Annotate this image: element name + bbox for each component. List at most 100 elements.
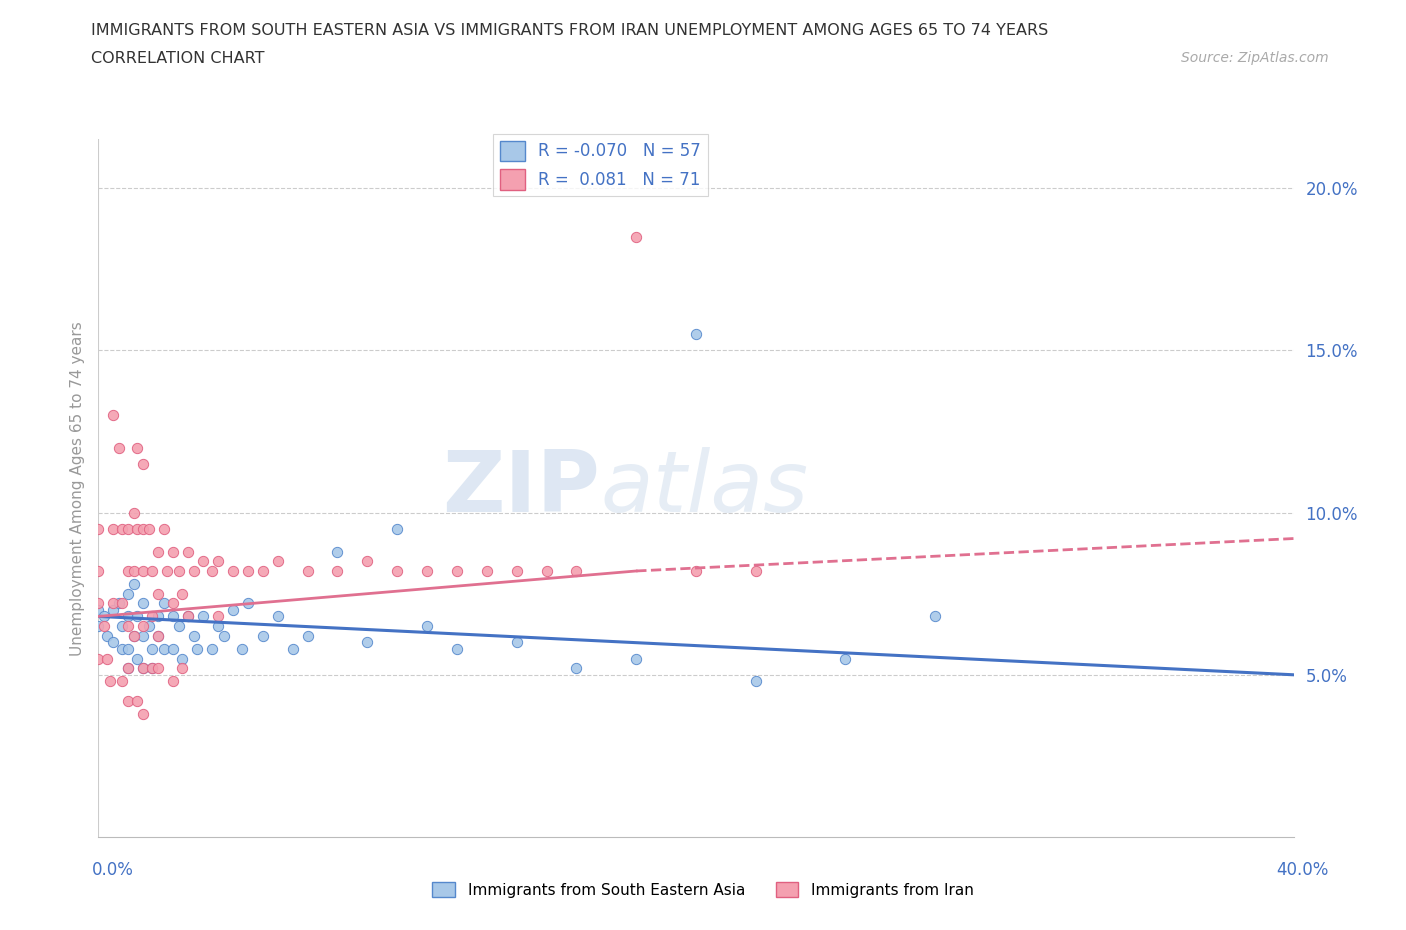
Point [446,564,468,578]
Point [924,609,946,624]
Point [138,522,160,537]
Point [148,609,170,624]
Point [103,635,125,650]
Point [96,629,118,644]
Point [834,651,856,666]
Point [148,661,170,676]
Point [108,596,131,611]
Point [167,618,190,633]
Point [506,635,529,650]
Point [191,553,214,568]
Point [183,564,205,578]
Point [111,618,134,633]
Text: Source: ZipAtlas.com: Source: ZipAtlas.com [1181,51,1329,65]
Point [96,651,118,666]
Point [172,661,194,676]
Point [124,505,146,520]
Point [745,564,768,578]
Point [141,661,163,676]
Point [565,661,588,676]
Point [745,674,768,689]
Point [127,693,149,708]
Point [132,522,155,537]
Point [624,230,647,245]
Legend: R = -0.070   N = 57, R =  0.081   N = 71: R = -0.070 N = 57, R = 0.081 N = 71 [494,134,707,196]
Point [111,522,134,537]
Point [156,564,179,578]
Point [87,596,110,611]
Point [111,642,134,657]
Point [565,564,588,578]
Point [326,564,349,578]
Point [132,661,155,676]
Point [446,642,468,657]
Point [222,564,245,578]
Point [177,544,200,559]
Point [624,651,647,666]
Point [141,642,163,657]
Point [685,326,707,341]
Point [162,609,184,624]
Point [132,618,155,633]
Point [356,635,378,650]
Point [267,553,290,568]
Point [186,642,208,657]
Point [685,564,707,578]
Point [87,618,110,633]
Point [236,596,259,611]
Text: atlas: atlas [600,446,808,530]
Point [162,596,184,611]
Point [475,564,498,578]
Point [252,629,274,644]
Point [231,642,253,657]
Point [93,609,115,624]
Point [108,440,131,455]
Point [103,408,125,423]
Point [127,522,149,537]
Point [111,596,134,611]
Point [124,629,146,644]
Point [141,564,163,578]
Point [356,553,378,568]
Point [117,618,139,633]
Text: 0.0%: 0.0% [91,860,134,879]
Point [153,596,176,611]
Point [117,609,139,624]
Point [162,642,184,657]
Point [207,609,229,624]
Point [191,609,214,624]
Point [117,586,139,601]
Point [153,522,176,537]
Point [87,651,110,666]
Point [117,661,139,676]
Point [162,544,184,559]
Point [132,661,155,676]
Point [127,609,149,624]
Point [162,674,184,689]
Point [177,609,200,624]
Point [148,544,170,559]
Text: CORRELATION CHART: CORRELATION CHART [91,51,264,66]
Point [207,618,229,633]
Point [183,629,205,644]
Point [132,706,155,721]
Point [167,564,190,578]
Point [148,586,170,601]
Point [148,629,170,644]
Point [297,629,319,644]
Point [212,629,235,644]
Point [117,693,139,708]
Point [117,522,139,537]
Point [252,564,274,578]
Point [117,661,139,676]
Point [132,564,155,578]
Point [132,596,155,611]
Point [103,522,125,537]
Point [536,564,558,578]
Point [297,564,319,578]
Text: ZIP: ZIP [443,446,600,530]
Point [132,629,155,644]
Point [153,642,176,657]
Point [103,596,125,611]
Point [124,564,146,578]
